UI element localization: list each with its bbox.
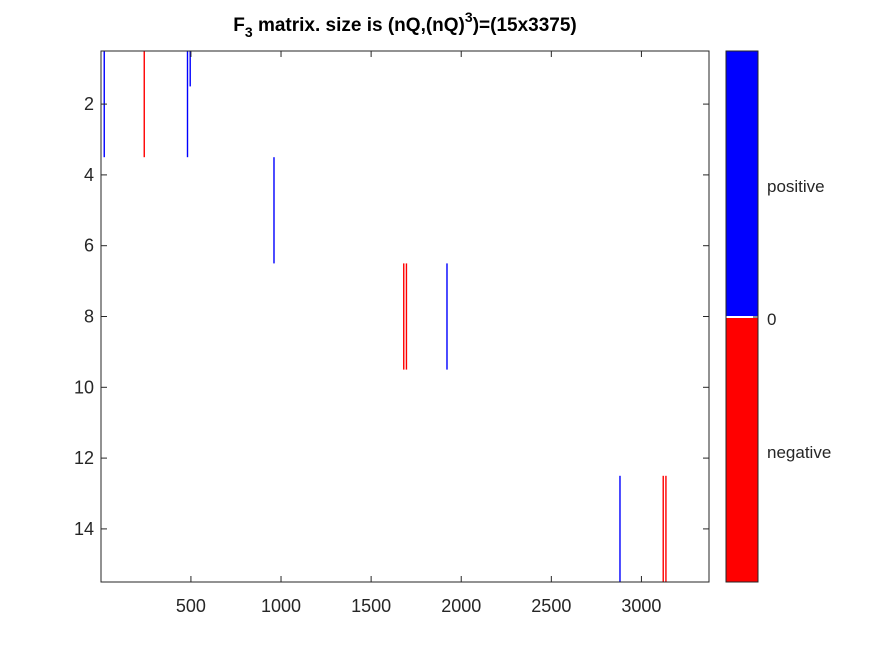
stripe-negative-1	[143, 51, 145, 158]
stripe-positive-2	[186, 51, 189, 158]
stripe-negative-6	[405, 263, 408, 370]
colorbar-label-positive: positive	[767, 177, 825, 196]
data-stripes	[103, 51, 667, 582]
x-tick-label: 500	[176, 596, 206, 616]
colorbar-positive-segment	[726, 51, 758, 317]
x-tick-label: 2000	[441, 596, 481, 616]
y-tick-label: 10	[74, 377, 94, 397]
colorbar-negative-segment	[726, 317, 758, 582]
title-superscript: 3	[465, 9, 473, 25]
colorbar: positive 0 negative	[725, 50, 831, 583]
x-tick-label: 1000	[261, 596, 301, 616]
plot-area	[101, 51, 709, 582]
stripe-negative-9	[662, 475, 664, 582]
y-tick-label: 14	[74, 519, 94, 539]
x-tick-label: 1500	[351, 596, 391, 616]
y-tick-label: 4	[84, 165, 94, 185]
colorbar-label-negative: negative	[767, 443, 831, 462]
y-tick-label: 8	[84, 307, 94, 327]
stripe-negative-5	[403, 263, 405, 370]
title-middle: matrix. size is (nQ,(nQ)	[253, 15, 465, 36]
title-subscript: 3	[245, 24, 253, 40]
y-tick-label: 12	[74, 448, 94, 468]
title-suffix: )=(15x3375)	[473, 15, 577, 36]
chart-title: F3 matrix. size is (nQ,(nQ)3)=(15x3375)	[233, 9, 576, 40]
x-tick-label: 3000	[621, 596, 661, 616]
stripe-positive-4	[273, 157, 275, 264]
y-tick-label: 2	[84, 94, 94, 114]
y-tick-label: 6	[84, 236, 94, 256]
x-tick-label: 2500	[531, 596, 571, 616]
stripe-positive-8	[619, 475, 621, 582]
plot-frame	[100, 50, 710, 583]
colorbar-label-zero: 0	[767, 310, 776, 329]
title-prefix: F	[233, 15, 245, 36]
stripe-positive-3	[189, 51, 191, 87]
stripe-positive-7	[446, 263, 448, 370]
stripe-negative-10	[665, 475, 667, 582]
axis-ticks: 500 1000 1500 2000 2500 3000 2 4 6 8 10 12 14	[74, 51, 709, 616]
